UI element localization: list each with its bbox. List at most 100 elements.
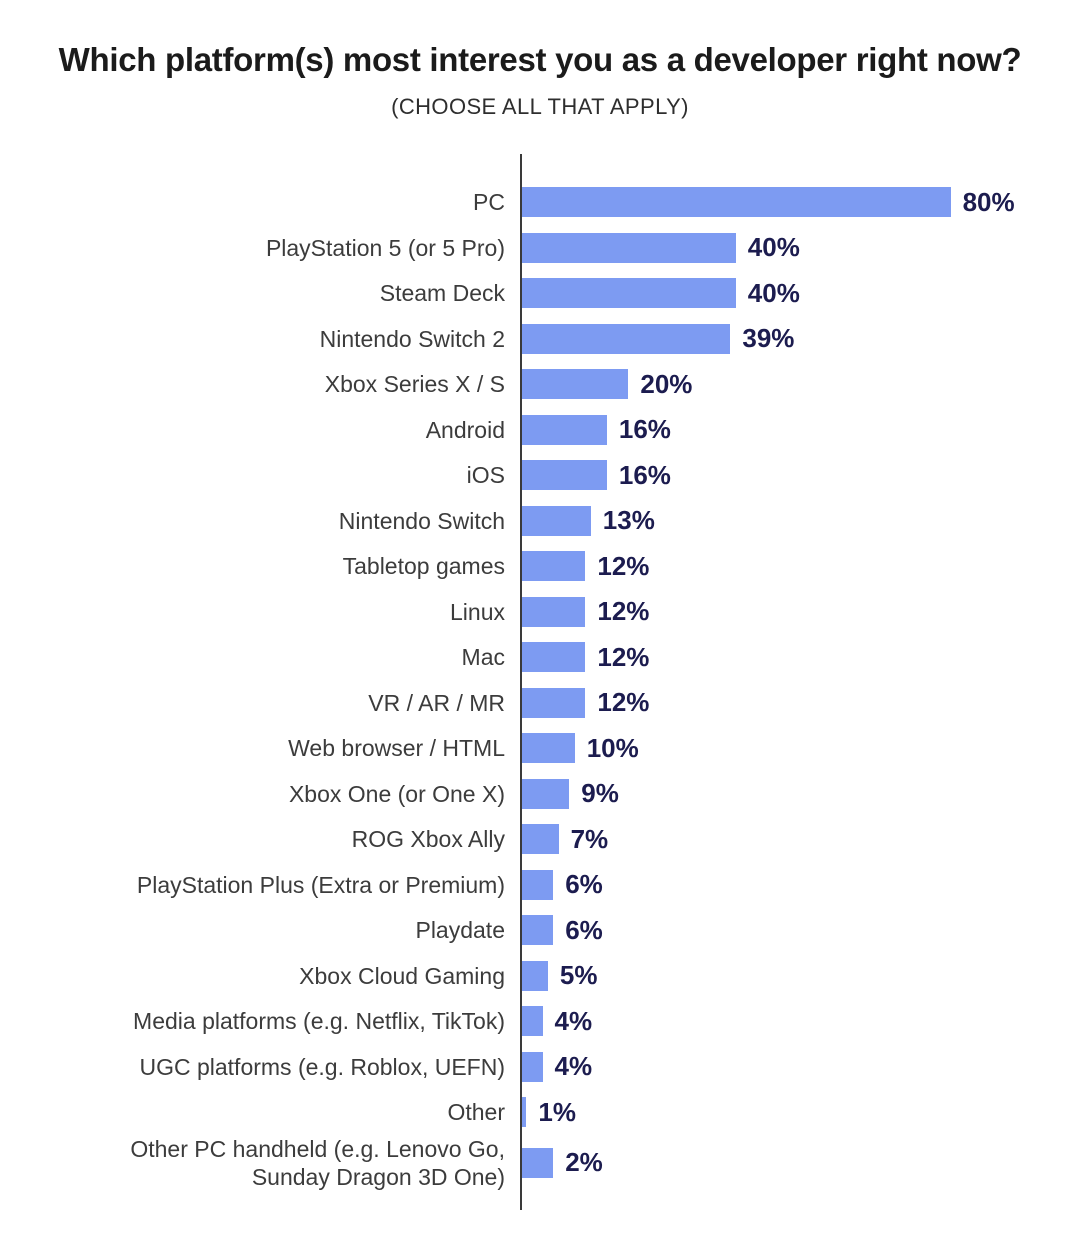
bar-area: 13%: [505, 505, 655, 536]
category-label: Nintendo Switch: [338, 507, 505, 534]
value-label: 16%: [618, 459, 671, 490]
bar: [521, 551, 586, 582]
category-label: Other PC handheld (e.g. Lenovo Go, Sunda…: [130, 1135, 505, 1190]
category-label: PlayStation 5 (or 5 Pro): [265, 234, 505, 261]
chart-row: Xbox One (or One X) 9%: [0, 771, 1080, 817]
bar: [521, 323, 731, 354]
category-label: Android: [425, 416, 505, 443]
value-label: 12%: [597, 550, 650, 581]
bar-area: 7%: [505, 824, 608, 855]
bar-area: 40%: [505, 278, 800, 309]
bar-area: 80%: [505, 187, 1015, 218]
bar: [521, 232, 736, 263]
bar: [521, 596, 586, 627]
value-label: 20%: [640, 368, 693, 399]
category-label: Other: [447, 1099, 505, 1126]
chart-row: iOS 16%: [0, 452, 1080, 498]
category-label: Xbox Series X / S: [324, 371, 505, 398]
bar-area: 16%: [505, 414, 671, 445]
category-label: Playdate: [415, 917, 505, 944]
value-label: 12%: [597, 596, 650, 627]
chart-row: VR / AR / MR 12%: [0, 680, 1080, 726]
chart-row: Media platforms (e.g. Netflix, TikTok) 4…: [0, 998, 1080, 1044]
category-label: PlayStation Plus (Extra or Premium): [136, 871, 505, 898]
value-label: 80%: [962, 186, 1015, 217]
category-label: VR / AR / MR: [368, 689, 505, 716]
bar-area: 12%: [505, 551, 649, 582]
category-label: Mac: [461, 644, 505, 671]
bar-area: 12%: [505, 642, 649, 673]
bar: [521, 369, 629, 400]
category-label: UGC platforms (e.g. Roblox, UEFN): [139, 1053, 505, 1080]
chart-row: Other PC handheld (e.g. Lenovo Go, Sunda…: [0, 1135, 1080, 1191]
bar-area: 4%: [505, 1051, 592, 1082]
bar: [521, 414, 607, 445]
chart-title: Which platform(s) most interest you as a…: [58, 41, 1022, 78]
category-label: Xbox Cloud Gaming: [299, 962, 505, 989]
chart-row: Other 1%: [0, 1089, 1080, 1135]
value-label: 9%: [581, 778, 619, 809]
value-label: 2%: [565, 1147, 603, 1178]
value-label: 40%: [747, 232, 800, 263]
chart-row: Linux 12%: [0, 589, 1080, 635]
chart-row: PC 80%: [0, 179, 1080, 225]
axis-baseline: [520, 154, 522, 1211]
bar-area: 16%: [505, 460, 671, 491]
bar: [521, 687, 586, 718]
bar: [521, 824, 559, 855]
bar: [521, 187, 951, 218]
value-label: 13%: [602, 505, 655, 536]
chart-row: Web browser / HTML 10%: [0, 725, 1080, 771]
bar: [521, 460, 607, 491]
chart-row: UGC platforms (e.g. Roblox, UEFN) 4%: [0, 1044, 1080, 1090]
value-label: 4%: [554, 1005, 593, 1036]
bar-area: 10%: [505, 733, 639, 764]
value-label: 6%: [565, 914, 603, 945]
value-label: 12%: [597, 687, 650, 718]
bar-area: 6%: [505, 915, 603, 946]
chart-row: Xbox Cloud Gaming 5%: [0, 953, 1080, 999]
value-label: 6%: [565, 869, 603, 900]
value-label: 12%: [597, 641, 650, 672]
value-label: 10%: [586, 732, 639, 763]
bar-area: 5%: [505, 960, 597, 991]
category-label: Xbox One (or One X): [288, 780, 505, 807]
bar: [521, 278, 736, 309]
category-label: Nintendo Switch 2: [319, 325, 505, 352]
value-label: 4%: [554, 1051, 593, 1082]
chart-row: Steam Deck 40%: [0, 270, 1080, 316]
chart-row: Mac 12%: [0, 634, 1080, 680]
chart-row: ROG Xbox Ally 7%: [0, 816, 1080, 862]
bar: [521, 778, 570, 809]
category-label: PC: [473, 189, 505, 216]
value-label: 7%: [570, 823, 609, 854]
value-label: 40%: [747, 277, 800, 308]
bar: [521, 915, 554, 946]
chart-subtitle: (CHOOSE ALL THAT APPLY): [391, 94, 689, 120]
value-label: 16%: [618, 414, 671, 445]
category-label: Steam Deck: [379, 280, 505, 307]
bar-area: 9%: [505, 778, 619, 809]
bar-area: 20%: [505, 369, 692, 400]
bar: [521, 1006, 543, 1037]
chart-row: PlayStation 5 (or 5 Pro) 40%: [0, 225, 1080, 271]
bar-area: 39%: [505, 323, 794, 354]
category-label: ROG Xbox Ally: [351, 826, 505, 853]
bar: [521, 1051, 543, 1082]
chart-rows: PC 80% PlayStation 5 (or 5 Pro) 40% Stea…: [0, 154, 1080, 1191]
bar: [521, 960, 548, 991]
category-label: Tabletop games: [342, 553, 505, 580]
value-label: 1%: [538, 1096, 576, 1127]
chart-row: Tabletop games 12%: [0, 543, 1080, 589]
value-label: 5%: [559, 960, 598, 991]
bar-area: 4%: [505, 1006, 592, 1037]
category-label: iOS: [466, 462, 505, 489]
chart-row: PlayStation Plus (Extra or Premium) 6%: [0, 862, 1080, 908]
bar: [521, 1097, 527, 1128]
bar: [521, 1147, 554, 1178]
category-label: Web browser / HTML: [288, 735, 505, 762]
bar: [521, 642, 586, 673]
chart-row: Xbox Series X / S 20%: [0, 361, 1080, 407]
chart-row: Playdate 6%: [0, 907, 1080, 953]
